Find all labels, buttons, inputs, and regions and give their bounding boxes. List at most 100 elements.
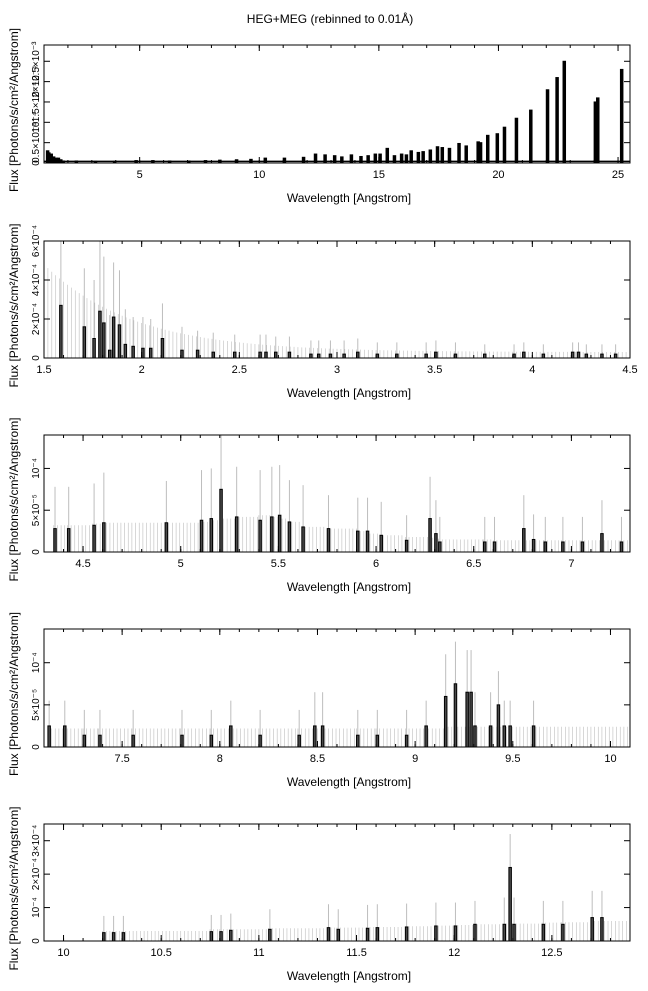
error-band [102, 920, 627, 941]
data-bin [340, 156, 344, 164]
data-bin [428, 149, 433, 164]
x-tick-label: 25 [612, 169, 624, 181]
data-bin [561, 923, 565, 942]
x-tick-label: 3.5 [427, 364, 442, 376]
data-bin [385, 147, 390, 164]
y-tick-label-zero: 0 [31, 549, 42, 555]
data-bin [529, 109, 533, 164]
data-bin [478, 142, 483, 164]
data-bin [613, 353, 618, 359]
data-bin [123, 343, 128, 359]
y-tick-label: 5×10⁻⁵ [31, 494, 42, 526]
data-bin [313, 725, 317, 748]
data-bin [483, 541, 487, 553]
data-bin [392, 155, 397, 164]
data-bin [404, 926, 409, 942]
data-bin [209, 518, 214, 553]
data-bin [379, 534, 383, 553]
y-tick-label-zero: 0 [31, 160, 42, 166]
chart-panel-4: 7.5 8 8.5 9 9.5 10 5×10⁻⁵ 10⁻⁴ 0 Wavelength [Angs… [7, 612, 631, 789]
data-bin [164, 522, 169, 553]
data-bin [508, 866, 512, 942]
data-bin [404, 154, 409, 164]
data-bin [435, 146, 440, 164]
y-tick-label: 2×10⁻⁴ [31, 858, 42, 890]
data-bin [514, 117, 519, 164]
data-bins [102, 866, 604, 942]
x-tick-label: 7 [568, 558, 574, 570]
y-tick-label: 5×10⁻⁵ [31, 689, 42, 721]
y-tick-label: 2×10⁻⁴ [31, 66, 42, 98]
data-bin [584, 353, 589, 359]
data-bin [464, 145, 468, 164]
x-tick-label: 8.5 [310, 753, 325, 765]
data-bin [404, 734, 409, 748]
data-bin [131, 345, 135, 359]
error-band [43, 264, 631, 358]
x-tick-label: 8 [217, 753, 223, 765]
x-tick-label: 12.5 [541, 947, 562, 959]
data-bin [98, 734, 102, 748]
y-tick-label: 2.5×10⁻³ [31, 41, 42, 81]
data-bin [148, 347, 153, 359]
data-bin [600, 353, 604, 359]
data-bin [66, 528, 71, 553]
data-bin [107, 349, 112, 359]
data-bin [82, 326, 87, 359]
data-bin [287, 521, 292, 553]
data-bin [555, 77, 559, 164]
data-bin [483, 353, 487, 359]
y-tick-label-zero: 0 [31, 744, 42, 750]
plot-frame [43, 240, 631, 359]
chart-panel-2: 1.5 2 2.5 3 3.5 4 4.5 2×10⁻⁴ 4×10⁻⁴ 6×10⁻⁴ 0 Wavele… [7, 223, 638, 400]
data-bin [488, 725, 493, 748]
data-bin [111, 932, 116, 942]
data-bin [328, 353, 333, 359]
x-tick-label: 20 [492, 169, 504, 181]
data-bin [249, 158, 253, 164]
x-tick-label: 1.5 [36, 364, 51, 376]
data-bin [102, 522, 106, 553]
data-bin [438, 541, 442, 553]
data-bin [349, 154, 354, 164]
data-bin [373, 153, 378, 164]
data-bin [561, 541, 565, 553]
data-bin [508, 725, 512, 748]
data-bin [309, 353, 313, 359]
data-bin [365, 927, 370, 942]
x-axis-label: Wavelength [Angstrom] [287, 775, 411, 789]
y-tick-label: 10⁻⁴ [31, 897, 42, 918]
x-tick-label: 2 [139, 364, 145, 376]
data-bin [209, 734, 214, 748]
data-bin [92, 338, 96, 359]
data-bin [320, 725, 325, 748]
x-tick-label: 6 [373, 558, 379, 570]
data-bin [323, 154, 327, 164]
data-bin [443, 695, 448, 748]
data-bin [313, 153, 318, 164]
data-bin [301, 526, 305, 553]
data-bin [541, 353, 546, 359]
y-tick-label: 10⁻⁴ [31, 458, 42, 479]
data-bin [545, 89, 550, 164]
data-bin [219, 488, 223, 553]
data-bin [428, 518, 432, 553]
plot-frame [43, 44, 631, 164]
x-axis-label: Wavelength [Angstrom] [287, 580, 411, 594]
data-bin [342, 353, 346, 359]
y-axis-label: Flux [Photons/s/cm²/Angstrom] [7, 223, 21, 387]
data-bin [440, 147, 445, 164]
data-bin [424, 725, 428, 748]
data-bin [502, 725, 507, 748]
y-tick-label: 10⁻⁴ [31, 652, 42, 673]
data-bin [258, 519, 262, 553]
data-bin [63, 725, 67, 748]
data-bins [45, 60, 624, 164]
y-axis-label: Flux [Photons/s/cm²/Angstrom] [7, 806, 21, 970]
data-bin [287, 351, 292, 359]
data-bin [404, 539, 409, 553]
x-axis-label: Wavelength [Angstrom] [287, 191, 411, 205]
data-bin [102, 322, 106, 359]
y-tick-label: 2×10⁻⁴ [31, 303, 42, 335]
data-bin [580, 541, 585, 553]
